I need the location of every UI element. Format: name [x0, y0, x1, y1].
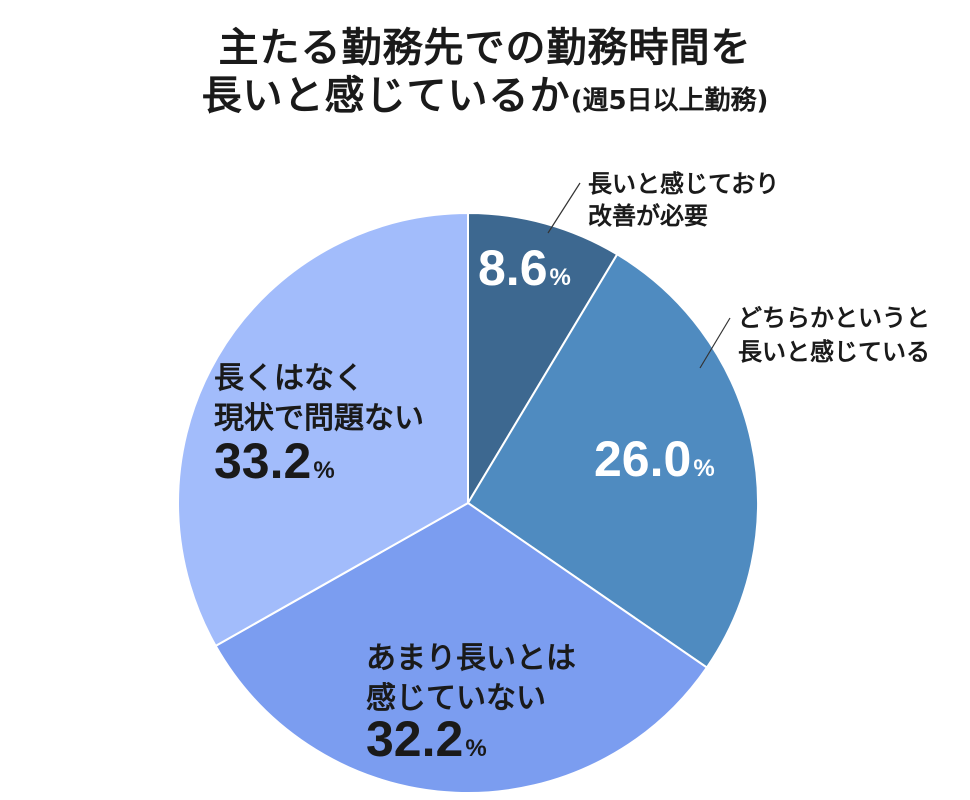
slice-3-value-unit: % — [465, 735, 486, 762]
pie-slice-2 — [466, 252, 759, 669]
pie-slice-4 — [177, 211, 469, 648]
slice-3-value-number: 32.2 — [366, 711, 463, 767]
slice-2-value-unit: % — [693, 455, 714, 482]
pie-slice-1 — [467, 211, 619, 507]
slice-2-value-label: 26.0% — [594, 431, 715, 487]
slice-3-value-label: 32.2% — [366, 711, 487, 767]
slice-1-value-label: 8.6% — [478, 240, 571, 296]
slice-4-label-line-1: 長くはなく — [214, 361, 364, 396]
slice-4-value-unit: % — [313, 457, 334, 484]
slice-2-label-line-2: 長いと感じている — [738, 338, 930, 366]
chart-title-note: (週5日以上勤務) — [570, 86, 769, 116]
slice-4-label-line-2: 現状で問題ない — [214, 401, 424, 436]
chart-title-line2: 長いと感じているか(週5日以上勤務) — [0, 72, 970, 125]
pie-slice-3 — [214, 501, 709, 794]
slice-2-label-line-1: どちらかというと — [738, 304, 930, 332]
slice-1-leader-line — [547, 182, 581, 234]
chart-title-line2-main: 長いと感じているか — [201, 73, 571, 119]
slice-4-value-label: 33.2% — [214, 433, 335, 489]
slice-1-value-number: 8.6 — [478, 240, 548, 296]
slice-2-value-number: 26.0 — [594, 431, 691, 487]
slice-1-label-line-2: 改善が必要 — [588, 202, 708, 230]
slice-3-label-line-2: 感じていない — [366, 681, 546, 716]
chart-title: 主たる勤務先での勤務時間を 長いと感じているか(週5日以上勤務) — [0, 24, 970, 125]
slice-2-leader-line — [699, 317, 731, 369]
slice-3-label-line-1: あまり長いとは — [366, 641, 576, 676]
pie-slices — [177, 211, 759, 794]
chart-title-line1: 主たる勤務先での勤務時間を — [218, 25, 752, 71]
slice-1-value-unit: % — [550, 264, 571, 291]
slice-4-value-number: 33.2 — [214, 433, 311, 489]
slice-1-label-line-1: 長いと感じており — [588, 170, 779, 198]
